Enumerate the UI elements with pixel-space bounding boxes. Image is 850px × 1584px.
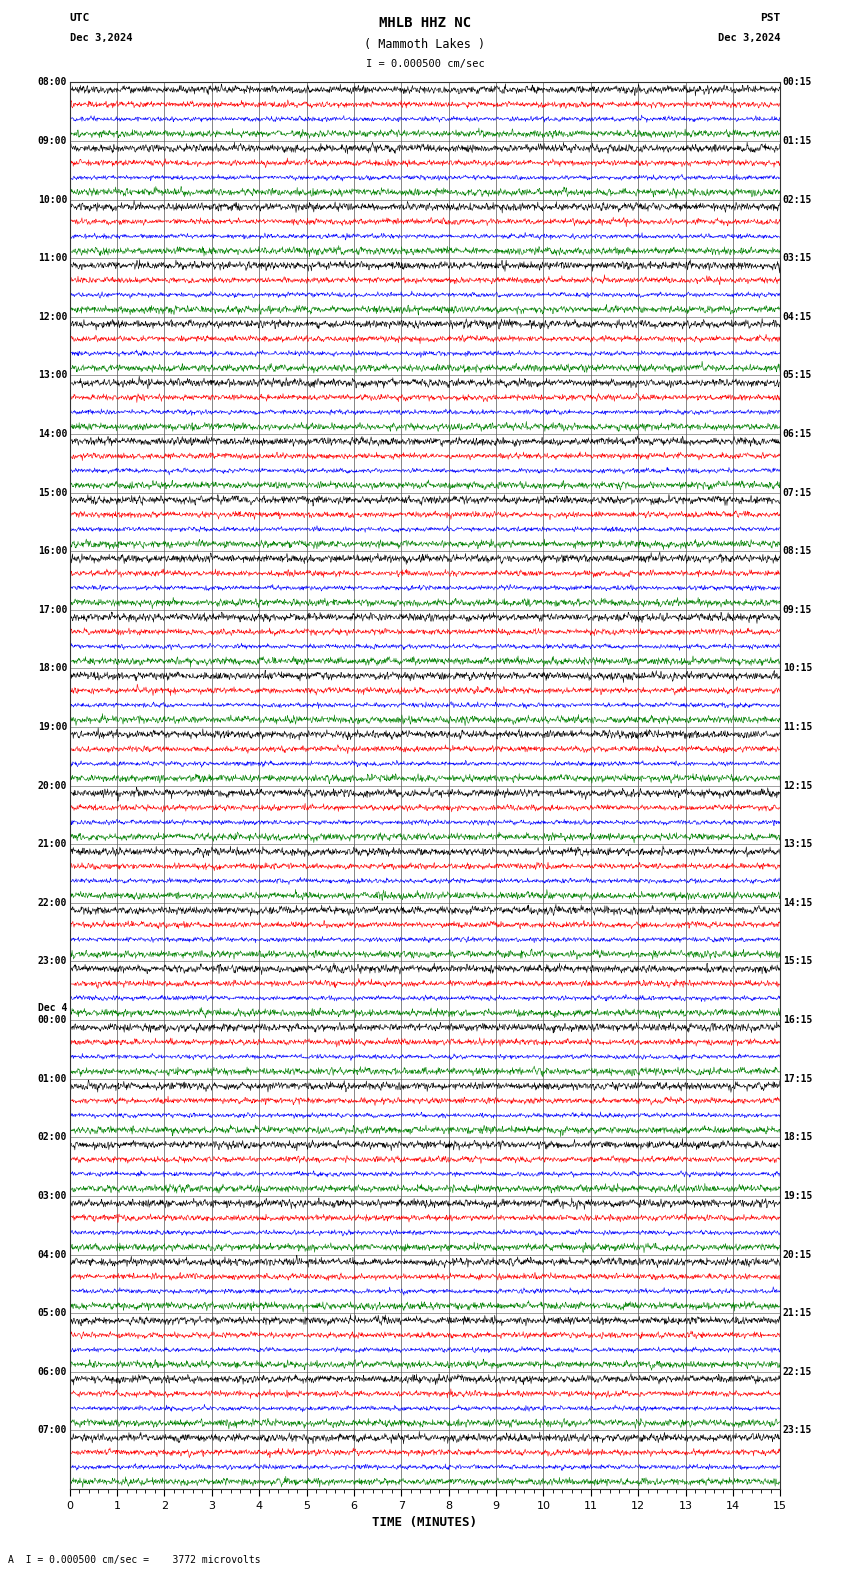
Text: 14:00: 14:00: [37, 429, 67, 439]
Text: 08:15: 08:15: [783, 546, 813, 556]
Text: 00:00: 00:00: [37, 1015, 67, 1025]
Text: Dec 4: Dec 4: [37, 1003, 67, 1014]
Text: 05:15: 05:15: [783, 371, 813, 380]
Text: 17:00: 17:00: [37, 605, 67, 615]
Text: 05:00: 05:00: [37, 1308, 67, 1318]
Text: 03:15: 03:15: [783, 253, 813, 263]
Text: 12:15: 12:15: [783, 781, 813, 790]
Text: 18:00: 18:00: [37, 664, 67, 673]
Text: 08:00: 08:00: [37, 78, 67, 87]
Text: 13:00: 13:00: [37, 371, 67, 380]
Text: 07:00: 07:00: [37, 1426, 67, 1435]
Text: 12:00: 12:00: [37, 312, 67, 322]
Text: 01:15: 01:15: [783, 136, 813, 146]
Text: 09:15: 09:15: [783, 605, 813, 615]
Text: 13:15: 13:15: [783, 840, 813, 849]
Text: 20:00: 20:00: [37, 781, 67, 790]
Text: 14:15: 14:15: [783, 898, 813, 908]
Text: 17:15: 17:15: [783, 1074, 813, 1083]
Text: 15:15: 15:15: [783, 957, 813, 966]
Text: Dec 3,2024: Dec 3,2024: [70, 33, 133, 43]
Text: 23:15: 23:15: [783, 1426, 813, 1435]
Text: 10:00: 10:00: [37, 195, 67, 204]
Text: 02:00: 02:00: [37, 1133, 67, 1142]
Text: 22:15: 22:15: [783, 1367, 813, 1376]
Text: 15:00: 15:00: [37, 488, 67, 497]
Text: 06:00: 06:00: [37, 1367, 67, 1376]
Text: 11:15: 11:15: [783, 722, 813, 732]
Text: 09:00: 09:00: [37, 136, 67, 146]
Text: 21:15: 21:15: [783, 1308, 813, 1318]
Text: 04:00: 04:00: [37, 1250, 67, 1259]
Text: MHLB HHZ NC: MHLB HHZ NC: [379, 16, 471, 30]
Text: 18:15: 18:15: [783, 1133, 813, 1142]
Text: Dec 3,2024: Dec 3,2024: [717, 33, 780, 43]
Text: UTC: UTC: [70, 13, 90, 22]
Text: 23:00: 23:00: [37, 957, 67, 966]
Text: ( Mammoth Lakes ): ( Mammoth Lakes ): [365, 38, 485, 51]
Text: 11:00: 11:00: [37, 253, 67, 263]
Text: PST: PST: [760, 13, 780, 22]
Text: A  I = 0.000500 cm/sec =    3772 microvolts: A I = 0.000500 cm/sec = 3772 microvolts: [8, 1555, 261, 1565]
Text: 03:00: 03:00: [37, 1191, 67, 1201]
Text: 06:15: 06:15: [783, 429, 813, 439]
Text: 00:15: 00:15: [783, 78, 813, 87]
Text: 10:15: 10:15: [783, 664, 813, 673]
X-axis label: TIME (MINUTES): TIME (MINUTES): [372, 1516, 478, 1529]
Text: 21:00: 21:00: [37, 840, 67, 849]
Text: 19:15: 19:15: [783, 1191, 813, 1201]
Text: 19:00: 19:00: [37, 722, 67, 732]
Text: 16:00: 16:00: [37, 546, 67, 556]
Text: 22:00: 22:00: [37, 898, 67, 908]
Text: 01:00: 01:00: [37, 1074, 67, 1083]
Text: I = 0.000500 cm/sec: I = 0.000500 cm/sec: [366, 59, 484, 68]
Text: 04:15: 04:15: [783, 312, 813, 322]
Text: 20:15: 20:15: [783, 1250, 813, 1259]
Text: 16:15: 16:15: [783, 1015, 813, 1025]
Text: 07:15: 07:15: [783, 488, 813, 497]
Text: 02:15: 02:15: [783, 195, 813, 204]
